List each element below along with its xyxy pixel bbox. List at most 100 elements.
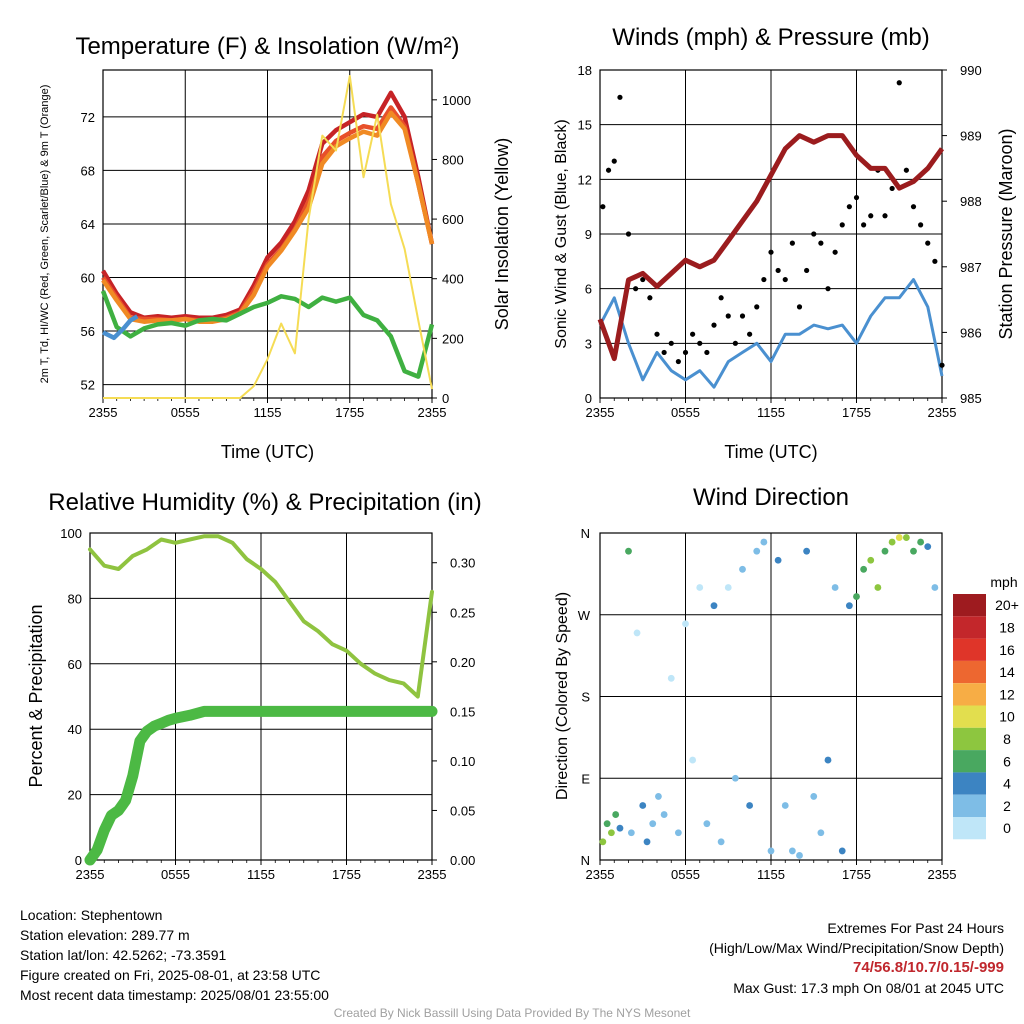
gust-point — [832, 249, 838, 255]
gust-point — [782, 276, 788, 283]
direction-point — [838, 847, 846, 855]
y2-tick-label: 800 — [442, 152, 464, 167]
gust-point — [682, 349, 689, 356]
y2-tick-label: 1000 — [442, 93, 471, 108]
direction-point — [703, 820, 711, 828]
y-axis-label: Percent & Precipitation — [26, 604, 46, 787]
gust-point — [918, 222, 924, 228]
gust-point — [910, 204, 917, 210]
y2-tick-label: 400 — [442, 272, 464, 287]
legend-label: 18 — [999, 619, 1015, 635]
direction-point — [639, 802, 647, 809]
gust-point — [868, 213, 874, 219]
credit-line: Created By Nick Bassill Using Data Provi… — [333, 1006, 691, 1020]
x-tick-label: 2355 — [586, 867, 615, 882]
direction-point — [824, 756, 832, 764]
series-line-orange — [101, 110, 435, 324]
direction-point — [739, 565, 746, 573]
legend-swatch — [953, 794, 986, 817]
legend-swatch — [953, 772, 986, 795]
y2-tick-label: 0.20 — [450, 655, 475, 670]
direction-point — [710, 602, 718, 610]
gust-point — [775, 267, 781, 274]
y2-tick-label: 0.25 — [450, 605, 475, 620]
direction-point — [924, 543, 932, 551]
y-tick-label: 72 — [81, 110, 95, 125]
speed-legend: mph 20+ 18 16 14 12 10 8 6 4 2 0 — [953, 574, 1019, 840]
x-tick-label: 0555 — [671, 405, 700, 420]
gust-point — [704, 349, 710, 356]
legend-label: 8 — [1003, 731, 1011, 747]
figure-created: Figure created on Fri, 2025-08-01, at 23… — [20, 967, 321, 983]
series-line-green — [100, 290, 435, 379]
direction-point — [888, 538, 896, 546]
chart-title: Temperature (F) & Insolation (W/m²) — [75, 33, 459, 60]
gust-point — [754, 304, 760, 310]
direction-point — [910, 547, 917, 555]
direction-point — [881, 547, 889, 555]
direction-point — [831, 584, 839, 591]
max-gust: Max Gust: 17.3 mph On 08/01 at 2045 UTC — [733, 980, 1004, 996]
gust-point — [600, 204, 606, 210]
legend-label: 2 — [1003, 798, 1011, 814]
gust-point — [718, 295, 724, 301]
x-tick-label: 0555 — [171, 405, 200, 420]
y-axis-label: Sonic Wind & Gust (Blue, Black) — [553, 119, 570, 348]
legend-label: 14 — [999, 664, 1015, 680]
x-tick-label: 1755 — [335, 405, 364, 420]
x-tick-label: 2355 — [89, 405, 118, 420]
y-tick-label: 60 — [68, 657, 82, 672]
gust-point — [939, 362, 945, 368]
x-tick-label: 1155 — [254, 405, 282, 420]
direction-point — [599, 838, 607, 846]
gust-point — [896, 80, 902, 86]
direction-point — [660, 811, 668, 818]
legend-label: 12 — [999, 686, 1015, 702]
y-tick-label: 18 — [578, 63, 592, 78]
gust-point — [711, 322, 717, 328]
series-line-precipitation — [84, 705, 438, 866]
x-tick-label: 1755 — [842, 867, 871, 882]
gust-point — [732, 340, 738, 346]
legend-label: 4 — [1003, 776, 1011, 792]
direction-point — [874, 584, 882, 591]
gust-point — [761, 276, 767, 283]
gust-point — [853, 194, 860, 201]
direction-point — [902, 534, 910, 541]
direction-point — [788, 847, 796, 855]
direction-point — [845, 602, 853, 610]
direction-point — [867, 556, 875, 564]
direction-point — [696, 584, 704, 591]
y2-tick-label: 990 — [960, 63, 982, 78]
legend-swatch — [953, 683, 986, 706]
y-tick-label: 0 — [585, 391, 592, 406]
y2-tick-label: 0.10 — [450, 754, 475, 769]
direction-point — [746, 802, 754, 809]
extremes-subtitle: (High/Low/Max Wind/Precipitation/Snow De… — [709, 940, 1004, 956]
x-tick-label: 1755 — [842, 405, 871, 420]
direction-point — [682, 620, 689, 628]
direction-point — [796, 852, 803, 859]
gust-point — [725, 313, 731, 319]
direction-point — [627, 829, 635, 837]
legend-swatch — [953, 705, 986, 728]
gust-point — [668, 340, 674, 346]
x-tick-label: 2355 — [928, 405, 957, 420]
gust-point — [796, 304, 803, 310]
y-tick-label: N — [581, 526, 590, 541]
y2-tick-label: 0.00 — [450, 853, 475, 868]
legend-swatch — [953, 817, 986, 840]
direction-point — [810, 793, 818, 800]
y-tick-label: N — [581, 853, 590, 868]
x-tick-label: 2355 — [928, 867, 957, 882]
direction-point — [689, 756, 697, 764]
station-info: Location: Stephentown Station elevation:… — [20, 905, 329, 1005]
legend-label: 6 — [1003, 753, 1011, 769]
station-location: Location: Stephentown — [20, 907, 163, 923]
gust-point — [697, 340, 703, 346]
x-tick-label: 2355 — [418, 867, 447, 882]
direction-point — [724, 584, 732, 591]
y-tick-label: S — [581, 690, 590, 705]
